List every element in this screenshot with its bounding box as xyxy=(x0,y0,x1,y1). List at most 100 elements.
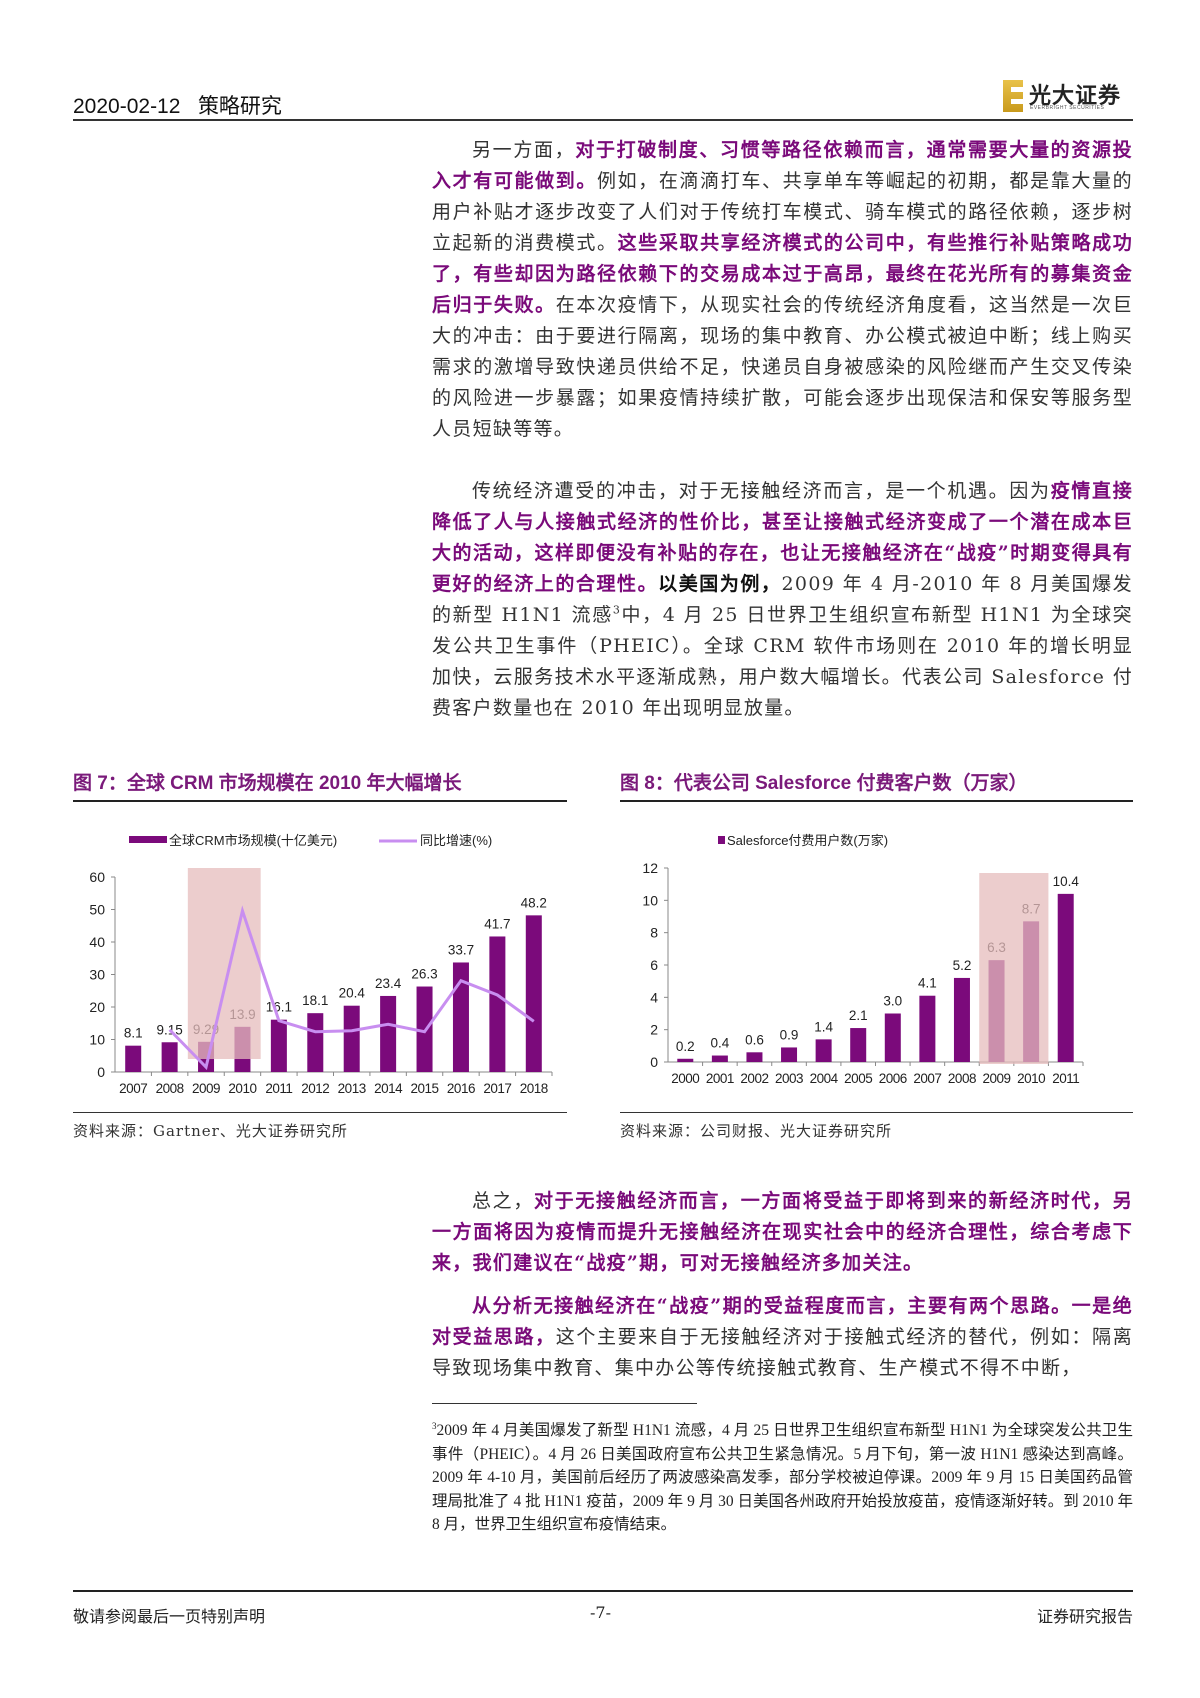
y-tick-label: 20 xyxy=(89,999,105,1015)
figure-8-chart: 0 2 4 6 8 10 12 2000 2001 2002 2003 2004 2005 2006 200… xyxy=(642,833,1084,1086)
legend-bar-swatch xyxy=(718,836,725,844)
footnote-rule xyxy=(432,1403,697,1404)
footnote-reference: 3 xyxy=(612,603,622,617)
figure-7-chart: 0 10 20 30 40 50 60 2007 2008 2009 2010 2011 2012 201… xyxy=(89,833,553,1096)
bar-data-label: 41.7 xyxy=(484,916,510,931)
y-tick-label: 10 xyxy=(89,1032,105,1048)
y-tick-label: 6 xyxy=(650,957,658,973)
figure-7-source: 资料来源：Gartner、光大证券研究所 xyxy=(73,1122,348,1140)
x-tick-label: 2001 xyxy=(706,1071,734,1086)
figure-8-title: 图 8：代表公司 Salesforce 付费客户数（万家） xyxy=(620,773,1028,794)
report-date: 2020-02-12 xyxy=(73,95,181,118)
x-tick-label: 2016 xyxy=(447,1081,475,1096)
figure-8-source-rule xyxy=(620,1112,1133,1113)
report-header: 2020-02-12 策略研究 xyxy=(73,90,282,120)
bar-data-label: 5.2 xyxy=(953,958,972,973)
bar-data-label: 26.3 xyxy=(411,967,437,982)
bar-data-label: 20.4 xyxy=(339,986,366,1001)
x-tick-label: 2011 xyxy=(265,1081,292,1096)
y-tick-label: 60 xyxy=(89,869,105,885)
x-tick-label: 2014 xyxy=(374,1081,403,1096)
bar-data-label: 2.1 xyxy=(849,1008,868,1023)
x-tick-label: 2012 xyxy=(301,1081,329,1096)
y-tick-label: 8 xyxy=(650,925,658,941)
bar xyxy=(1057,893,1074,1062)
bar-data-label: 1.4 xyxy=(814,1019,833,1034)
bar-data-label: 8.1 xyxy=(124,1026,143,1041)
bar xyxy=(270,1019,287,1072)
bar-data-label: 0.2 xyxy=(676,1039,695,1054)
x-tick-label: 2005 xyxy=(844,1071,872,1086)
footer-report-type: 证券研究报告 xyxy=(1036,1607,1133,1626)
x-tick-label: 2007 xyxy=(913,1071,941,1086)
emphasis-text-run: 疫情直接降低了人与人接触式经济的性价比，甚至让接触式经济变成了一个潜在成本巨大的… xyxy=(432,480,1134,595)
bar xyxy=(380,995,397,1072)
figure-7-title-rule xyxy=(73,800,567,802)
emphasis-text-run: 以美国为例， xyxy=(658,573,782,595)
text-run: 在本次疫情下，从现实社会的传统经济角度看，这当然是一次巨大的冲击：由于要进行隔离… xyxy=(432,294,1133,440)
x-tick-label: 2008 xyxy=(156,1081,184,1096)
x-tick-label: 2015 xyxy=(411,1081,439,1096)
bar xyxy=(677,1058,694,1062)
x-tick-label: 2017 xyxy=(483,1081,511,1096)
bar-data-label: 4.1 xyxy=(918,976,937,991)
bar-data-label: 3.0 xyxy=(883,994,902,1009)
emphasis-text-run: 从分析无接触经济在“战疫”期的受益程度而言，主要有两个思路。一是绝对受益思路， xyxy=(432,1295,1133,1348)
bar xyxy=(125,1045,142,1072)
bar xyxy=(781,1047,798,1062)
footnote-mark: 3 xyxy=(432,1421,437,1431)
x-tick-label: 2000 xyxy=(671,1071,699,1086)
y-tick-label: 2 xyxy=(650,1022,658,1038)
logo-e-icon xyxy=(1003,80,1023,112)
bar-data-label: 23.4 xyxy=(375,976,402,991)
logo-en-text: EVERBRIGHT SECURITIES xyxy=(1030,105,1105,111)
growth-rate-line xyxy=(168,905,535,1071)
highlight-region xyxy=(979,873,1049,1064)
legend-label: 同比增速(%) xyxy=(420,833,492,848)
x-tick-label: 2006 xyxy=(879,1071,907,1086)
bar xyxy=(711,1055,728,1062)
x-tick-label: 2010 xyxy=(1017,1071,1045,1086)
bar-data-label: 10.4 xyxy=(1053,874,1080,889)
highlight-region xyxy=(187,868,261,1059)
figure-8-source: 资料来源：公司财报、光大证券研究所 xyxy=(620,1122,893,1140)
footer-divider xyxy=(73,1590,1133,1592)
legend-label: Salesforce付费用户数(万家) xyxy=(727,833,888,848)
bar-data-label: 16.1 xyxy=(266,1000,292,1015)
x-tick-label: 2009 xyxy=(192,1081,220,1096)
report-section: 策略研究 xyxy=(197,95,282,118)
x-tick-label: 2003 xyxy=(775,1071,803,1086)
legend-label: 全球CRM市场规模(十亿美元) xyxy=(169,833,337,848)
text-run: 中，4 月 25 日世界卫生组织宣布新型 H1N1 为全球突发公共卫生事件（PH… xyxy=(432,604,1133,719)
bar xyxy=(884,1013,901,1062)
x-tick-label: 2010 xyxy=(228,1081,256,1096)
bar-data-label: 0.6 xyxy=(745,1032,764,1047)
figure-7-source-rule xyxy=(73,1112,567,1113)
text-run: 传统经济遭受的冲击，对于无接触经济而言，是一个机遇。因为 xyxy=(472,480,1051,502)
y-tick-label: 30 xyxy=(89,967,105,983)
logo-cn-text: 光大证券 xyxy=(1029,83,1122,109)
x-tick-label: 2009 xyxy=(983,1071,1011,1086)
text-run: 总之， xyxy=(472,1190,535,1212)
bar xyxy=(452,962,469,1072)
y-tick-label: 0 xyxy=(650,1054,658,1070)
paragraph-1: 另一方面，对于打破制度、习惯等路径依赖而言，通常需要大量的资源投入才有可能做到。… xyxy=(432,135,1133,445)
emphasis-text-run: 对于无接触经济而言，一方面将受益于即将到来的新经济时代，另一方面将因为疫情而提升… xyxy=(432,1190,1134,1274)
bar xyxy=(343,1005,360,1072)
bar xyxy=(953,977,970,1062)
footnote-text: 2009 年 4 月美国爆发了新型 H1N1 流感，4 月 25 日世界卫生组织… xyxy=(432,1422,1133,1534)
everbright-logo: 光大证券 EVERBRIGHT SECURITIES xyxy=(1003,80,1133,114)
text-run: 另一方面， xyxy=(472,139,576,161)
bar-data-label: 0.9 xyxy=(780,1027,799,1042)
figure-8-title-rule xyxy=(620,800,1133,802)
paragraph-2: 传统经济遭受的冲击，对于无接触经济而言，是一个机遇。因为疫情直接降低了人与人接触… xyxy=(432,476,1133,724)
x-tick-label: 2011 xyxy=(1052,1071,1079,1086)
bar xyxy=(525,915,542,1072)
header-divider xyxy=(73,119,1133,121)
emphasis-text-run: 对于打破制度、习惯等路径依赖而言，通常需要大量的资源投入才有可能做到。 xyxy=(432,139,1133,192)
x-tick-label: 2004 xyxy=(810,1071,839,1086)
x-tick-label: 2008 xyxy=(948,1071,976,1086)
footer-disclaimer: 敬请参阅最后一页特别声明 xyxy=(73,1607,266,1626)
bar-data-label: 0.4 xyxy=(710,1036,729,1051)
y-tick-label: 40 xyxy=(89,934,105,950)
